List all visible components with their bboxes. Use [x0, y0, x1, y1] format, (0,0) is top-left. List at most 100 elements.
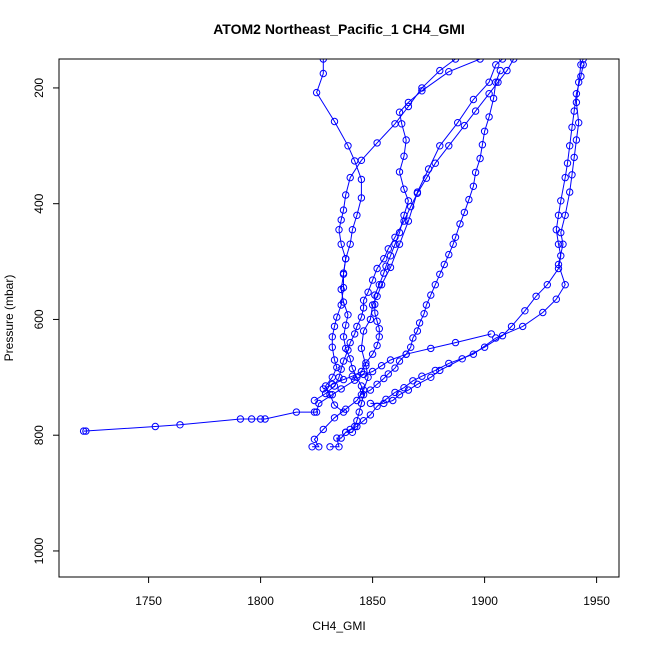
data-point [348, 364, 357, 373]
data-point [407, 343, 415, 351]
data-point [451, 233, 460, 242]
data-point [436, 142, 444, 150]
data-point [445, 359, 453, 368]
data-point [357, 156, 366, 165]
data-point [371, 300, 379, 309]
data-point [496, 66, 504, 75]
data-point [552, 226, 560, 234]
data-point [362, 359, 370, 367]
data-point [321, 389, 330, 398]
axes-layer: 1750 1800 1850 1900 1950 200 400 600 800 1000 [32, 58, 620, 608]
y-tick-label: 600 [32, 309, 46, 329]
data-point [485, 90, 493, 98]
data-point [380, 269, 388, 277]
data-point [256, 415, 265, 423]
data-point [375, 325, 383, 333]
data-point [404, 98, 413, 107]
data-point [339, 375, 348, 384]
data-point [519, 322, 527, 331]
data-point [357, 344, 366, 353]
series-line-9 [361, 70, 501, 396]
data-point [357, 194, 366, 202]
x-tick-label: 1800 [247, 594, 274, 608]
data-point [357, 175, 366, 184]
data-point [561, 173, 569, 182]
data-point [346, 425, 354, 434]
data-point [330, 356, 339, 364]
data-point [391, 388, 399, 397]
data-point [359, 327, 368, 335]
series-layer [79, 59, 587, 451]
data-point [330, 401, 339, 409]
data-point [339, 206, 348, 214]
data-point [413, 189, 422, 198]
data-point [319, 425, 327, 434]
data-point [487, 330, 495, 338]
data-point [395, 168, 404, 176]
y-tick-label: 1000 [32, 537, 46, 564]
data-point [445, 68, 453, 76]
data-point [413, 380, 422, 388]
data-point [395, 391, 404, 399]
data-point [344, 346, 352, 354]
data-point [404, 386, 413, 394]
data-point [359, 296, 368, 304]
y-axis-label: Pressure (mbar) [2, 275, 16, 362]
data-point [554, 264, 563, 273]
data-point [532, 292, 540, 300]
data-point [344, 311, 352, 319]
data-point [561, 281, 569, 289]
data-point [355, 408, 363, 416]
x-tick-label: 1850 [359, 594, 386, 608]
data-point [389, 396, 397, 405]
series-line-1 [83, 333, 492, 432]
data-point [359, 417, 368, 425]
data-point [579, 61, 587, 69]
x-tick-label: 1900 [471, 594, 498, 608]
data-point [373, 264, 381, 273]
data-point [315, 443, 323, 451]
data-point [407, 202, 415, 211]
data-point [418, 372, 426, 380]
data-point [326, 443, 334, 451]
data-point [384, 245, 392, 253]
data-point [398, 120, 406, 128]
data-point [552, 295, 560, 303]
data-point [344, 142, 352, 150]
data-point [458, 355, 466, 363]
data-point [330, 117, 339, 126]
data-point [413, 327, 422, 335]
data-point [572, 136, 581, 144]
data-point [339, 408, 348, 416]
data-point [339, 283, 348, 292]
data-point [431, 159, 439, 167]
data-point [415, 319, 424, 327]
data-point [337, 301, 345, 309]
data-point [337, 385, 345, 393]
data-point [364, 373, 372, 381]
x-axis-label: CH4_GMI [312, 619, 365, 633]
data-point [476, 59, 484, 63]
data-point [368, 276, 377, 284]
data-point [333, 363, 341, 372]
data-point [337, 216, 345, 224]
data-point [492, 61, 500, 69]
data-point [557, 197, 565, 205]
data-point [386, 263, 395, 272]
data-point [342, 191, 350, 199]
x-tick-label: 1750 [135, 594, 162, 608]
data-point [451, 59, 460, 63]
data-point [339, 269, 348, 277]
data-point [328, 343, 336, 351]
data-point [359, 391, 368, 399]
data-point [445, 250, 453, 259]
data-point [436, 66, 444, 75]
data-point [386, 252, 395, 260]
data-point [357, 382, 366, 390]
data-point [409, 377, 417, 385]
data-point [337, 434, 345, 442]
data-point [402, 136, 410, 144]
data-point [436, 270, 444, 278]
data-point [366, 411, 375, 419]
